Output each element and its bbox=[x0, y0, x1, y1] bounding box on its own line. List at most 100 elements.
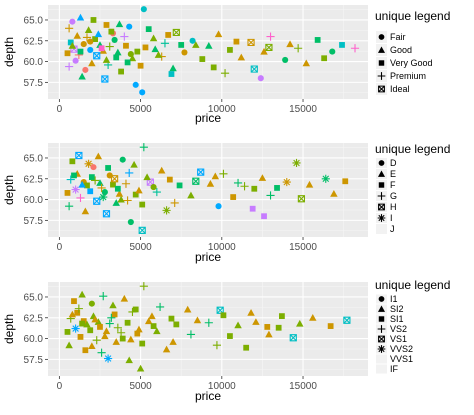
data-point bbox=[282, 178, 291, 187]
chart-panel-1: 0 5000 10000 15000 57.5 60.0 62.5 65.0 price dept… bbox=[2, 5, 450, 125]
data-point bbox=[124, 59, 131, 66]
data-point bbox=[230, 194, 237, 200]
data-point bbox=[92, 36, 98, 42]
data-point bbox=[134, 48, 141, 55]
data-point bbox=[111, 311, 118, 318]
data-point bbox=[74, 304, 83, 313]
legend-label: F bbox=[390, 180, 396, 190]
data-point bbox=[71, 185, 80, 194]
data-point bbox=[178, 42, 185, 48]
data-point bbox=[240, 182, 249, 191]
data-point bbox=[157, 166, 166, 174]
data-point bbox=[97, 348, 106, 357]
data-point bbox=[294, 44, 303, 53]
data-point bbox=[88, 59, 96, 67]
data-point bbox=[265, 330, 273, 338]
x-axis-title: price bbox=[195, 111, 221, 125]
data-point bbox=[127, 335, 135, 343]
x-tick-label: 0 bbox=[57, 104, 63, 115]
data-point bbox=[117, 195, 125, 203]
data-point bbox=[65, 341, 73, 349]
data-point bbox=[92, 336, 101, 345]
legend-key-boxcross bbox=[378, 335, 385, 343]
data-point bbox=[247, 38, 255, 47]
chart-panel-2: 0 5000 10000 15000 57.5 60.0 62.5 65.0 price dept… bbox=[2, 142, 450, 264]
data-point bbox=[192, 41, 200, 48]
data-point bbox=[104, 354, 113, 363]
data-point bbox=[105, 42, 114, 51]
data-point bbox=[134, 330, 141, 337]
legend-label: J bbox=[390, 224, 395, 234]
data-point bbox=[82, 347, 89, 354]
data-point bbox=[251, 185, 258, 192]
legend-key-asterisk bbox=[377, 214, 386, 222]
data-point bbox=[75, 151, 83, 160]
legend-key-background bbox=[376, 224, 387, 234]
legend-label: VVS1 bbox=[390, 354, 413, 364]
data-point bbox=[87, 188, 94, 195]
data-point bbox=[151, 45, 159, 53]
data-point bbox=[165, 32, 172, 38]
data-point bbox=[98, 45, 105, 52]
data-point bbox=[250, 65, 258, 73]
x-tick-label: 0 bbox=[57, 381, 63, 392]
data-point bbox=[127, 218, 134, 226]
legend-label: Good bbox=[390, 45, 412, 55]
data-point bbox=[339, 42, 345, 48]
data-point bbox=[123, 196, 132, 205]
data-point bbox=[115, 20, 124, 28]
x-tick-label: 15000 bbox=[289, 242, 317, 253]
data-point bbox=[83, 320, 91, 328]
data-point bbox=[111, 36, 118, 43]
data-point bbox=[233, 38, 240, 45]
legend-key-asterisk bbox=[377, 345, 386, 353]
data-point bbox=[144, 317, 153, 325]
data-point bbox=[115, 190, 124, 197]
data-point bbox=[210, 64, 217, 71]
legend-label: Ideal bbox=[390, 84, 410, 94]
legend-key-background bbox=[376, 364, 387, 374]
data-point bbox=[107, 313, 116, 322]
legend-key-triangle bbox=[377, 46, 386, 53]
data-point bbox=[142, 44, 149, 51]
data-point bbox=[211, 172, 220, 180]
data-point bbox=[64, 190, 71, 196]
x-tick-label: 0 bbox=[57, 242, 63, 253]
data-point bbox=[139, 282, 148, 291]
legend-key-circle bbox=[378, 34, 385, 40]
data-point bbox=[121, 179, 131, 188]
y-axis-title: depth bbox=[2, 314, 16, 344]
data-point bbox=[82, 66, 89, 73]
legend-label: Premium bbox=[390, 71, 426, 81]
data-point bbox=[73, 32, 81, 39]
data-point bbox=[79, 320, 86, 327]
legend-key-square bbox=[378, 316, 385, 322]
data-point bbox=[94, 30, 103, 38]
data-point bbox=[145, 26, 152, 33]
x-tick-label: 5000 bbox=[129, 242, 152, 253]
data-point bbox=[314, 37, 321, 43]
data-point bbox=[87, 327, 94, 334]
data-point bbox=[120, 294, 129, 302]
y-tick-label: 60.0 bbox=[24, 334, 44, 345]
legend-key-plus bbox=[377, 325, 386, 333]
x-tick-label: 5000 bbox=[129, 104, 152, 115]
data-point bbox=[84, 182, 90, 189]
data-point bbox=[105, 165, 111, 171]
y-axis-title: depth bbox=[2, 175, 16, 205]
data-point bbox=[243, 344, 250, 351]
y-tick-label: 65.0 bbox=[24, 15, 44, 26]
data-point bbox=[102, 56, 111, 63]
data-point bbox=[78, 290, 86, 298]
data-point bbox=[343, 316, 351, 324]
data-point bbox=[93, 52, 101, 60]
data-point bbox=[162, 345, 171, 353]
data-point bbox=[135, 325, 143, 333]
data-point bbox=[90, 17, 97, 23]
data-point bbox=[330, 190, 338, 197]
data-point bbox=[66, 175, 75, 184]
legend-label: Very Good bbox=[390, 58, 433, 68]
data-point bbox=[327, 323, 334, 329]
legend: unique legend Fair Good Very Good Premium Ide… bbox=[375, 9, 450, 95]
data-point bbox=[76, 193, 85, 202]
